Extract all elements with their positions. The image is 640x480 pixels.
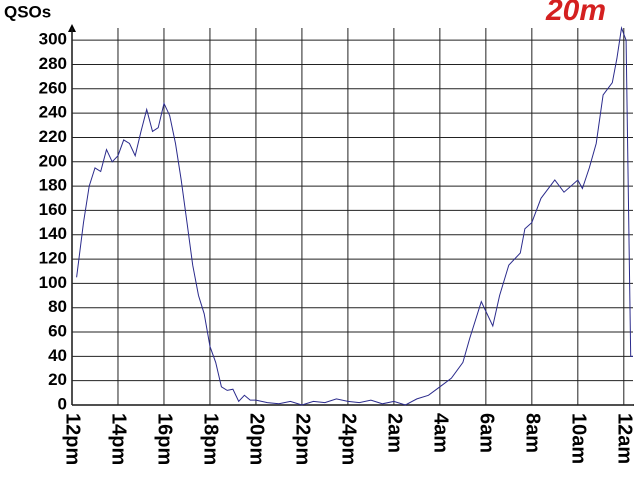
x-tick-label: 12am — [614, 413, 636, 464]
x-tick-label: 20pm — [246, 413, 268, 465]
y-tick-label: 60 — [48, 322, 67, 341]
x-tick-label: 10am — [568, 413, 590, 464]
x-tick-label: 16pm — [154, 413, 176, 465]
y-tick-label: 240 — [39, 103, 67, 122]
x-tick-label: 12pm — [62, 413, 84, 465]
y-tick-label: 260 — [39, 78, 67, 97]
y-tick-label: 280 — [39, 54, 67, 73]
y-tick-label: 0 — [58, 394, 67, 413]
x-tick-label: 8am — [522, 413, 544, 453]
y-axis-label: QSOs — [4, 2, 51, 21]
y-tick-label: 200 — [39, 151, 67, 170]
data-line — [76, 26, 633, 406]
y-tick-label: 100 — [39, 273, 67, 292]
x-tick-label: 24pm — [338, 413, 360, 465]
y-tick-label: 40 — [48, 346, 67, 365]
y-tick-label: 140 — [39, 224, 67, 243]
x-tick-label: 22pm — [292, 413, 314, 465]
y-tick-label: 120 — [39, 249, 67, 268]
y-tick-label: 300 — [39, 30, 67, 49]
y-tick-label: 80 — [48, 297, 67, 316]
y-tick-label: 180 — [39, 176, 67, 195]
x-tick-label: 6am — [476, 413, 498, 453]
y-tick-label: 160 — [39, 200, 67, 219]
x-tick-label: 14pm — [108, 413, 130, 465]
y-tick-label: 20 — [48, 370, 67, 389]
x-tick-label: 18pm — [200, 413, 222, 465]
chart-title: 20m — [545, 0, 606, 27]
x-tick-label: 2am — [384, 413, 406, 453]
y-tick-label: 220 — [39, 127, 67, 146]
x-tick-label: 4am — [430, 413, 452, 453]
